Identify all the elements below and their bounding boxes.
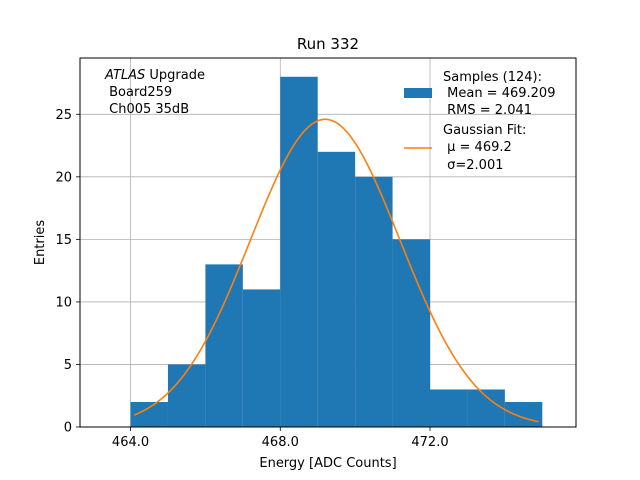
y-tick-label: 25 xyxy=(55,108,72,123)
legend-samples-line-1: Samples (124): xyxy=(443,70,542,85)
atlas-annotation: ATLAS Upgrade Board259 Ch005 35dB xyxy=(104,68,205,117)
x-tick-label: 472.0 xyxy=(411,435,448,450)
gaussian-fit-curve xyxy=(133,118,539,423)
x-axis-label: Energy [ADC Counts] xyxy=(259,456,396,471)
y-tick-label: 5 xyxy=(64,358,72,373)
atlas-annotation-line-3: Ch005 35dB xyxy=(105,102,189,117)
y-tick-label: 20 xyxy=(55,170,72,185)
histogram-bar xyxy=(280,76,318,428)
x-tick-label: 468.0 xyxy=(262,435,299,450)
x-tick-label: 464.0 xyxy=(112,435,149,450)
atlas-label: ATLAS xyxy=(104,68,145,83)
histogram-bar xyxy=(355,176,393,427)
y-tick-label: 10 xyxy=(55,295,72,310)
histogram-bar xyxy=(242,289,281,427)
legend-samples-line-3: RMS = 2.041 xyxy=(443,103,532,118)
legend-swatch-samples xyxy=(404,88,432,98)
atlas-annotation-line-2: Board259 xyxy=(105,85,172,100)
atlas-annotation-line-1: ATLAS Upgrade xyxy=(104,68,205,83)
legend-fit-line-1: Gaussian Fit: xyxy=(443,123,526,138)
legend-fit-line-2: μ = 469.2 xyxy=(443,140,512,155)
histogram-bar xyxy=(504,401,543,427)
chart-title: Run 332 xyxy=(297,35,359,53)
legend: Samples (124): Mean = 469.209 RMS = 2.04… xyxy=(404,70,555,173)
y-tick-label: 0 xyxy=(64,421,72,436)
atlas-upgrade-text: Upgrade xyxy=(145,68,205,83)
y-tick-label: 15 xyxy=(55,233,72,248)
plot-frame xyxy=(79,57,577,428)
histogram-bar xyxy=(205,264,243,427)
y-axis-label: Entries xyxy=(33,220,48,266)
legend-fit-line-3: σ=2.001 xyxy=(443,158,503,173)
axis-ticks: 464.0 468.0 472.0 0 5 10 15 20 25 xyxy=(55,108,448,450)
histogram-bar xyxy=(317,151,356,428)
histogram-bar xyxy=(430,389,468,427)
histogram-bar xyxy=(467,389,505,427)
fit-curve-layer xyxy=(133,118,539,423)
histogram-bar xyxy=(167,364,206,427)
histogram-bar xyxy=(392,239,431,427)
legend-samples-line-2: Mean = 469.209 xyxy=(443,86,555,101)
